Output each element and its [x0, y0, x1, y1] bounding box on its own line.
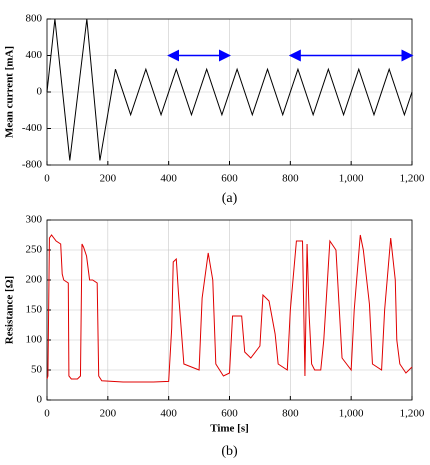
y-tick-label: -800	[22, 159, 43, 171]
y-tick-label: 400	[26, 49, 43, 61]
x-tick-label: 600	[221, 408, 238, 420]
x-tick-label: 0	[44, 408, 50, 420]
y-tick-label: 0	[37, 86, 43, 98]
x-tick-label: 800	[282, 173, 299, 185]
x-tick-label: 1,200	[400, 408, 425, 420]
y-tick-label: 250	[26, 244, 43, 256]
y-axis-label: Resistance [Ω]	[4, 276, 16, 344]
y-tick-label: 50	[31, 364, 43, 376]
y-tick-label: 0	[37, 394, 43, 406]
data-line	[46, 234, 413, 383]
x-tick-label: 800	[282, 408, 299, 420]
x-tick-label: 400	[160, 408, 177, 420]
x-tick-label: 1,000	[339, 408, 364, 420]
caption: (b)	[221, 444, 238, 459]
x-tick-label: 200	[100, 408, 117, 420]
y-tick-label: 100	[26, 334, 43, 346]
caption: (a)	[222, 191, 238, 206]
x-axis-label: Time [s]	[210, 423, 249, 435]
plot-frame	[46, 219, 413, 401]
x-tick-label: 600	[221, 173, 238, 185]
y-tick-label: 150	[26, 304, 43, 316]
data-line	[46, 18, 413, 161]
y-tick-label: 300	[26, 214, 43, 226]
x-tick-label: 0	[44, 173, 50, 185]
y-tick-label: 200	[26, 274, 43, 286]
x-tick-label: 1,000	[339, 173, 364, 185]
y-axis-label: Mean current [mA]	[4, 46, 16, 138]
y-tick-label: -400	[22, 122, 43, 134]
x-tick-label: 1,200	[400, 173, 425, 185]
x-tick-label: 400	[160, 173, 177, 185]
x-tick-label: 200	[100, 173, 117, 185]
y-tick-label: 800	[26, 13, 43, 25]
